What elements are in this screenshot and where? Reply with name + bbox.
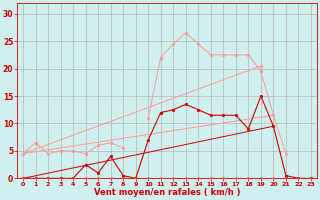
X-axis label: Vent moyen/en rafales ( km/h ): Vent moyen/en rafales ( km/h ) [94, 188, 240, 197]
